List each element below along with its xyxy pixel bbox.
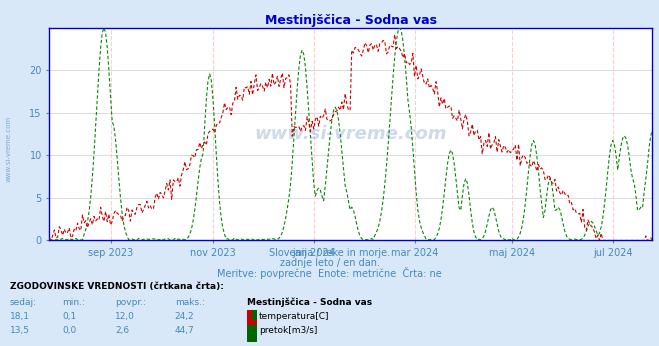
Text: 24,2: 24,2 xyxy=(175,312,194,321)
Text: 18,1: 18,1 xyxy=(10,312,30,321)
Text: sedaj:: sedaj: xyxy=(10,298,37,307)
Bar xyxy=(252,310,257,319)
Text: 12,0: 12,0 xyxy=(115,312,135,321)
Text: 2,6: 2,6 xyxy=(115,326,129,335)
Text: Meritve: povprečne  Enote: metrične  Črta: ne: Meritve: povprečne Enote: metrične Črta:… xyxy=(217,267,442,280)
Text: Slovenija / reke in morje.: Slovenija / reke in morje. xyxy=(269,248,390,258)
Text: temperatura[C]: temperatura[C] xyxy=(259,312,330,321)
Text: pretok[m3/s]: pretok[m3/s] xyxy=(259,326,318,335)
Text: 13,5: 13,5 xyxy=(10,326,30,335)
Text: 0,1: 0,1 xyxy=(63,312,77,321)
Text: www.si-vreme.com: www.si-vreme.com xyxy=(254,125,447,143)
Text: min.:: min.: xyxy=(63,298,86,307)
Text: www.si-vreme.com: www.si-vreme.com xyxy=(5,116,11,182)
Text: ZGODOVINSKE VREDNOSTI (črtkana črta):: ZGODOVINSKE VREDNOSTI (črtkana črta): xyxy=(10,282,224,291)
Text: Mestinjščica - Sodna vas: Mestinjščica - Sodna vas xyxy=(247,298,372,307)
Text: maks.:: maks.: xyxy=(175,298,204,307)
Text: 44,7: 44,7 xyxy=(175,326,194,335)
Text: povpr.:: povpr.: xyxy=(115,298,146,307)
Text: 0,0: 0,0 xyxy=(63,326,77,335)
Text: zadnje leto / en dan.: zadnje leto / en dan. xyxy=(279,258,380,268)
Title: Mestinjščica - Sodna vas: Mestinjščica - Sodna vas xyxy=(265,13,437,27)
